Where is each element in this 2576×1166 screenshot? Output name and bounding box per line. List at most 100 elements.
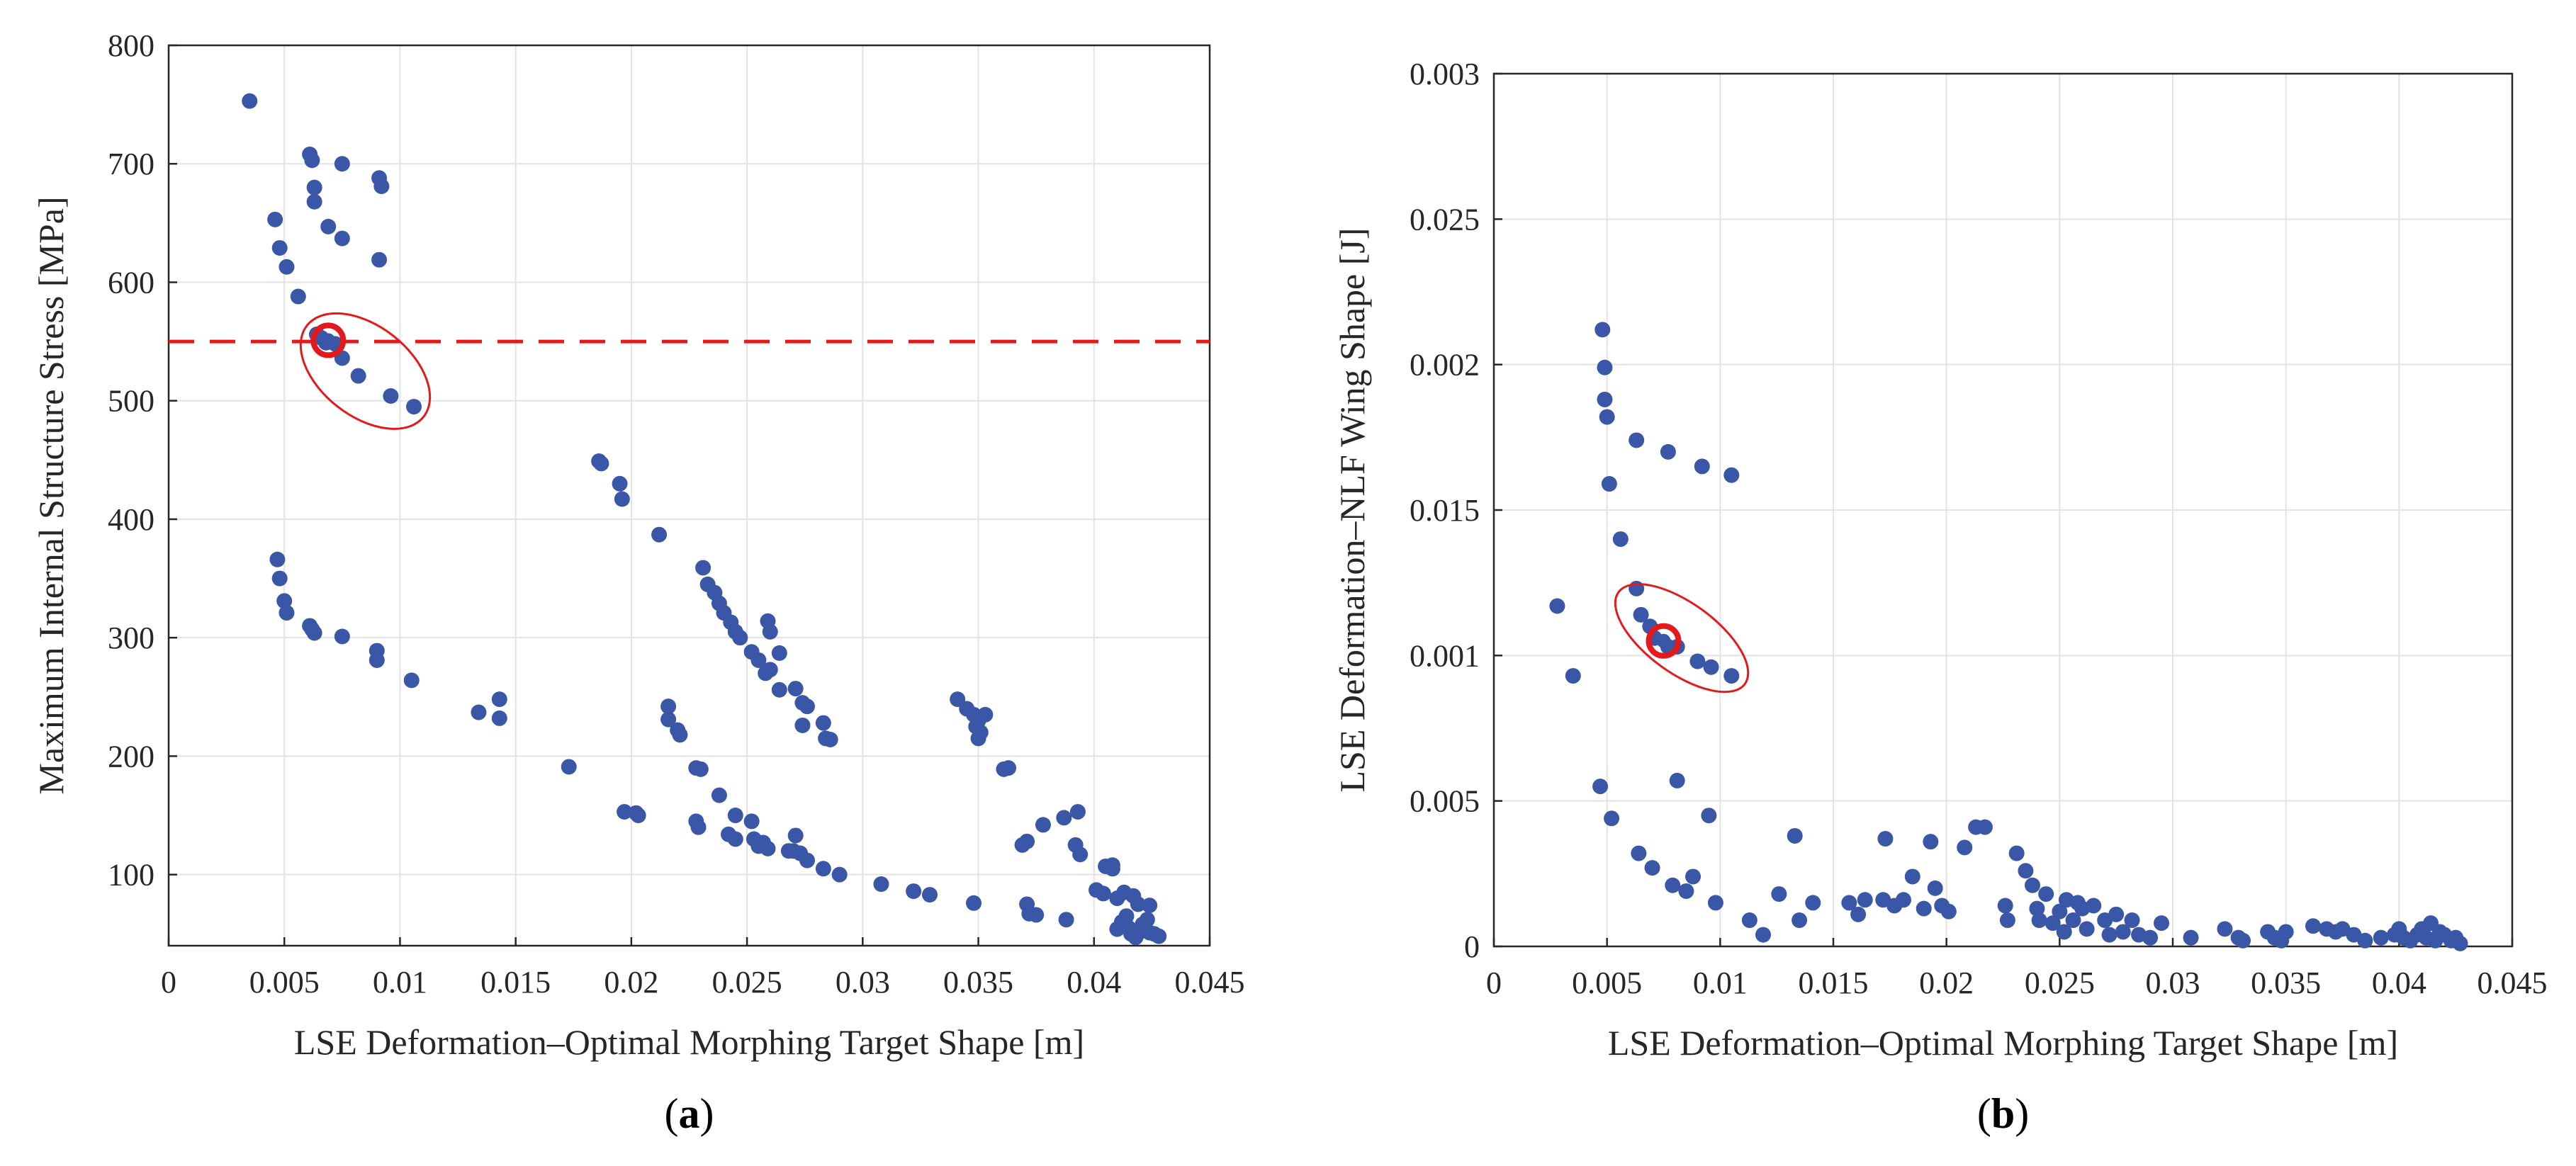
- data-point: [471, 704, 487, 720]
- y-tick-label: 0: [1464, 929, 1480, 964]
- x-axis-label: LSE Deformation–Optimal Morphing Target …: [1608, 1023, 2398, 1063]
- data-point: [2052, 903, 2068, 919]
- data-point: [1058, 912, 1074, 928]
- data-point: [1629, 580, 1645, 596]
- selected-point-ring: [1646, 623, 1682, 659]
- x-tick-label: 0.015: [480, 965, 551, 1000]
- data-point: [242, 93, 258, 109]
- x-tick-label: 0.015: [1799, 966, 1869, 1000]
- x-axis-label: LSE Deformation–Optimal Morphing Target …: [294, 1022, 1084, 1062]
- data-point: [491, 691, 507, 708]
- data-point: [1599, 409, 1615, 425]
- data-point: [2079, 921, 2095, 937]
- data-point: [1142, 898, 1158, 914]
- data-point: [1895, 892, 1911, 908]
- data-point: [1805, 895, 1821, 911]
- data-point: [373, 179, 390, 195]
- data-point: [672, 727, 688, 743]
- data-point: [491, 710, 507, 726]
- data-point: [2234, 932, 2251, 949]
- data-point: [614, 491, 630, 507]
- x-tick-label: 0.03: [836, 965, 890, 1000]
- data-point: [2217, 921, 2233, 937]
- data-point: [269, 551, 286, 567]
- panel-label: (a): [665, 1090, 714, 1137]
- data-point: [966, 895, 982, 911]
- data-point: [1644, 860, 1660, 876]
- data-point: [1151, 928, 1167, 944]
- data-point: [760, 840, 776, 856]
- x-tick-label: 0.01: [373, 965, 427, 1000]
- x-tick-label: 0.045: [1175, 965, 1245, 1000]
- data-point: [267, 211, 283, 227]
- data-point: [831, 866, 848, 883]
- data-point: [1597, 359, 1613, 375]
- x-tick-label: 0.005: [1572, 966, 1642, 1000]
- data-point: [1927, 880, 1943, 896]
- y-tick-label: 400: [108, 502, 154, 537]
- data-point: [822, 732, 838, 748]
- data-point: [1629, 432, 1645, 448]
- data-point: [762, 662, 778, 678]
- data-point: [873, 876, 889, 893]
- data-point: [320, 218, 337, 234]
- y-tick-label: 300: [108, 621, 154, 655]
- data-point: [334, 230, 350, 247]
- x-tick-label: 0.03: [2146, 966, 2200, 1000]
- data-point: [727, 808, 743, 824]
- data-point: [2101, 927, 2117, 943]
- data-point: [2124, 912, 2140, 929]
- data-point: [1095, 885, 1111, 902]
- data-point: [1597, 391, 1613, 407]
- data-point: [1565, 668, 1581, 684]
- x-tick-label: 0.02: [1919, 966, 1974, 1000]
- data-point: [2038, 886, 2054, 902]
- data-point: [1072, 847, 1089, 863]
- data-point: [771, 645, 787, 661]
- data-point: [561, 759, 577, 775]
- x-tick-label: 0.035: [943, 965, 1013, 1000]
- data-point: [970, 730, 986, 747]
- data-point: [1940, 903, 1957, 919]
- data-point: [1850, 906, 1867, 922]
- data-point: [1104, 857, 1120, 873]
- data-point: [711, 787, 727, 803]
- data-point: [660, 711, 677, 728]
- y-tick-label: 0.003: [1410, 57, 1480, 91]
- data-point: [1957, 839, 1973, 856]
- data-points: [242, 93, 1167, 946]
- data-point: [2373, 929, 2389, 946]
- x-tick-label: 0.04: [2372, 966, 2426, 1000]
- data-point: [1118, 908, 1135, 924]
- data-point: [630, 808, 646, 824]
- data-point: [1669, 772, 1685, 788]
- data-point: [2142, 929, 2159, 946]
- data-point: [906, 883, 922, 900]
- data-point: [1787, 827, 1803, 844]
- data-point: [306, 625, 322, 641]
- data-point: [371, 251, 388, 268]
- data-point: [1857, 892, 1873, 908]
- x-tick-label: 0.025: [2025, 966, 2095, 1000]
- data-point: [2065, 912, 2081, 929]
- data-point: [1028, 907, 1045, 923]
- data-point: [1877, 831, 1894, 847]
- data-point: [815, 715, 831, 731]
- data-point: [1755, 927, 1772, 943]
- data-point: [1130, 896, 1146, 912]
- data-point: [2045, 915, 2061, 932]
- x-tick-label: 0.025: [712, 965, 782, 1000]
- data-point: [660, 698, 677, 715]
- data-point: [2115, 924, 2131, 940]
- selected-point: [321, 333, 336, 348]
- selected-point-ring: [310, 322, 347, 358]
- y-tick-label: 800: [108, 28, 154, 63]
- data-point: [2086, 898, 2102, 914]
- data-point: [1701, 808, 1717, 824]
- data-point: [2183, 929, 2199, 946]
- data-point: [695, 560, 712, 576]
- data-point: [1665, 877, 1681, 893]
- x-tick-label: 0: [161, 965, 176, 1000]
- x-tick-label: 0.045: [2477, 966, 2548, 1000]
- data-point: [1904, 868, 1920, 885]
